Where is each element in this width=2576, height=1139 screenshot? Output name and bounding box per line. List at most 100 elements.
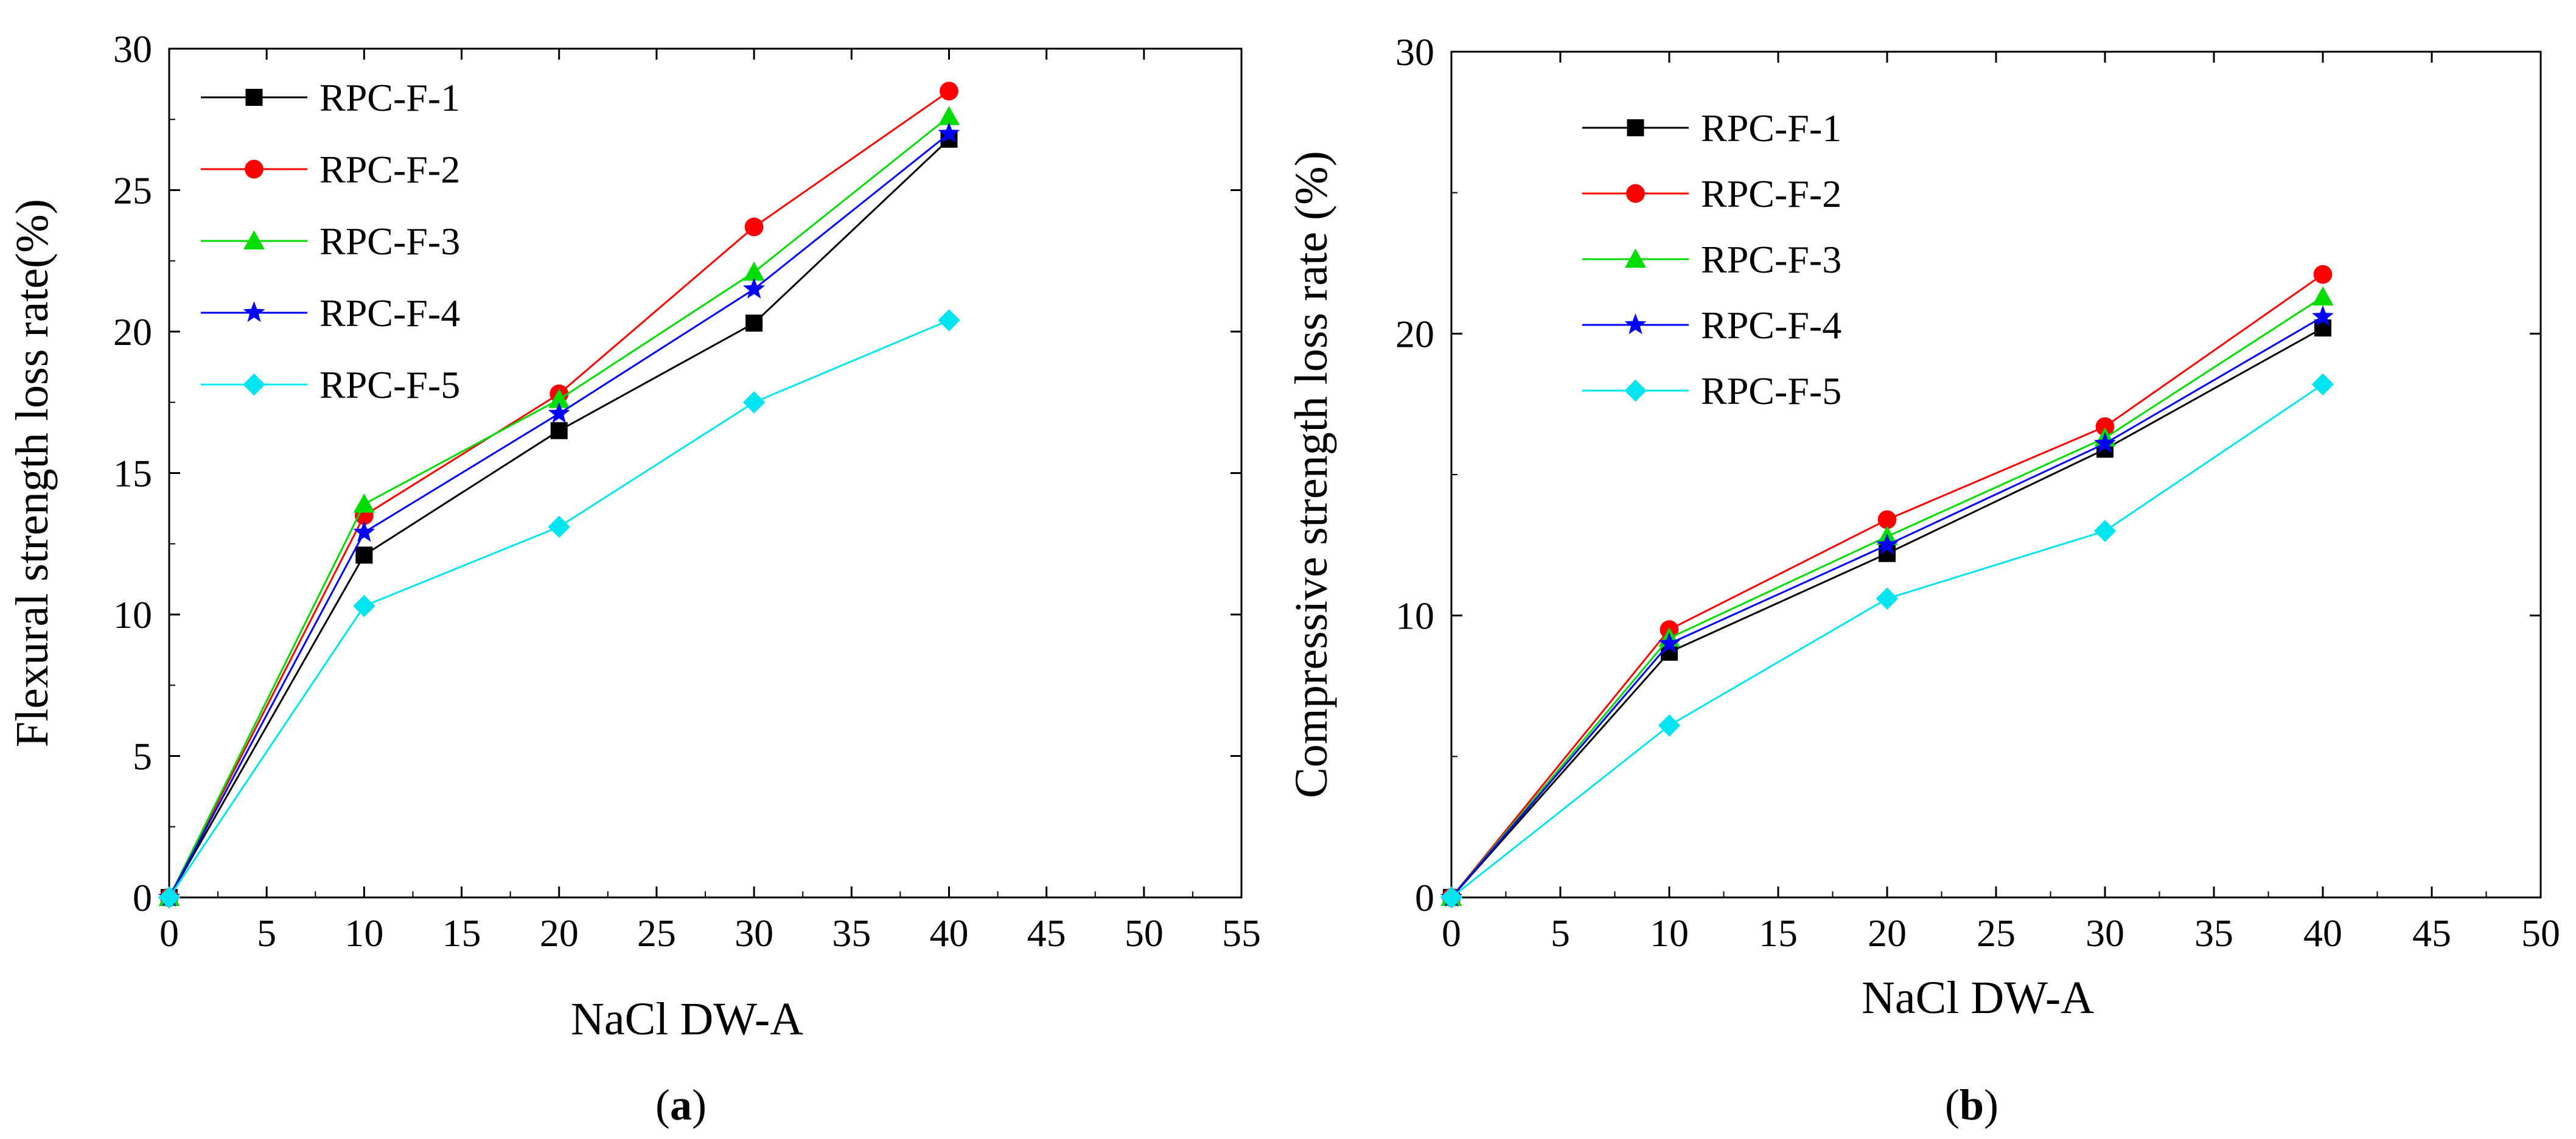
legend-marker: [1626, 184, 1645, 203]
data-point: [548, 402, 570, 423]
data-point: [2093, 520, 2117, 542]
data-point: [548, 515, 570, 538]
y-tick-label: 10: [1395, 594, 1434, 638]
y-tick-label: 15: [113, 452, 152, 495]
series-line: [1450, 273, 2323, 898]
x-tick-label: 20: [540, 911, 579, 955]
legend-label: RPC-F-3: [319, 220, 460, 263]
x-tick-label: 5: [257, 911, 276, 955]
y-axis-label: Flexural strength loss rate(%): [7, 199, 58, 747]
panel-letter: a: [670, 1081, 692, 1129]
legend-label: RPC-F-1: [1701, 106, 1841, 150]
y-tick-label: 20: [1395, 312, 1434, 355]
plot-frame: [1450, 51, 2542, 899]
series-rpc-f-5: [1440, 373, 2334, 909]
y-tick-label: 0: [1415, 876, 1434, 919]
legend: RPC-F-1 RPC-F-2 RPC-F-3 RPC-F-4 RPC-F-5: [1582, 106, 1841, 413]
legend-label: RPC-F-2: [319, 148, 460, 191]
data-point: [550, 422, 568, 439]
panel-paren: (: [1945, 1081, 1960, 1129]
legend-item: RPC-F-5: [201, 363, 460, 406]
y-tick-label: 0: [133, 876, 152, 919]
series-line: [1450, 327, 2323, 898]
panel-label: (b): [1945, 1081, 1998, 1129]
legend-item: RPC-F-2: [1582, 172, 1841, 215]
data-point: [2095, 417, 2115, 436]
data-point: [744, 217, 764, 237]
data-point: [1658, 632, 1680, 653]
legend-item: RPC-F-1: [201, 76, 460, 119]
legend-item: RPC-F-4: [201, 291, 460, 335]
series-rpc-f-4: [158, 122, 960, 907]
data-point: [353, 594, 375, 618]
data-point: [1440, 886, 1463, 909]
x-tick-label: 10: [344, 911, 383, 955]
data-point: [1876, 533, 1898, 555]
x-tick-label: 35: [832, 911, 871, 955]
series-line: [168, 133, 950, 898]
data-point: [2312, 305, 2334, 326]
panel-paren: ): [692, 1081, 707, 1129]
x-tick-label: 30: [2086, 911, 2124, 955]
legend-item: RPC-F-2: [201, 148, 460, 191]
legend-marker: [243, 301, 265, 322]
y-tick-label: 30: [1395, 30, 1434, 74]
y-axis-label: Compressive strength loss rate (%): [1286, 151, 1337, 798]
x-axis-label: NaCl DW-A: [571, 994, 803, 1045]
data-point: [743, 261, 765, 281]
data-point: [355, 546, 373, 564]
data-point: [742, 391, 766, 414]
data-point: [2313, 265, 2333, 284]
data-point: [938, 122, 960, 143]
legend-label: RPC-F-3: [1701, 238, 1841, 281]
x-tick-label: 20: [1868, 911, 1907, 955]
data-point: [353, 493, 375, 513]
series-line: [168, 90, 950, 898]
data-point: [2314, 319, 2331, 337]
legend-label: RPC-F-5: [319, 363, 460, 406]
legend-label: RPC-F-1: [319, 76, 460, 119]
legend-marker: [245, 159, 264, 179]
x-tick-label: 45: [2412, 911, 2451, 955]
data-point: [2094, 432, 2116, 453]
data-point: [1876, 587, 1899, 610]
data-point: [1877, 510, 1897, 529]
legend-marker: [245, 89, 263, 106]
x-tick-label: 40: [929, 911, 968, 955]
data-point: [1658, 714, 1681, 737]
data-point: [2311, 373, 2334, 395]
x-tick-label: 25: [637, 911, 676, 955]
legend-item: RPC-F-3: [1582, 238, 1841, 281]
data-point: [938, 309, 960, 332]
legend-item: RPC-F-3: [201, 220, 460, 263]
x-tick-label: 35: [2194, 911, 2233, 955]
x-tick-label: 15: [1759, 911, 1798, 955]
legend-item: RPC-F-1: [1582, 106, 1841, 150]
panel-label: (a): [655, 1081, 707, 1129]
x-tick-label: 25: [1977, 911, 2016, 955]
legend-marker: [243, 373, 265, 396]
x-tick-label: 15: [442, 911, 481, 955]
y-tick-label: 20: [113, 310, 152, 354]
legend-label: RPC-F-4: [319, 291, 460, 335]
series-rpc-f-3: [158, 106, 960, 906]
series-line: [1451, 383, 2323, 899]
x-tick-label: 5: [1551, 911, 1570, 955]
legend-label: RPC-F-2: [1701, 172, 1841, 215]
series-rpc-f-1: [1443, 319, 2331, 906]
series-rpc-f-5: [158, 309, 960, 909]
data-point: [745, 315, 763, 332]
y-tick-label: 25: [113, 169, 152, 212]
x-tick-label: 50: [1125, 911, 1164, 955]
data-point: [158, 886, 181, 909]
panel-paren: (: [655, 1081, 670, 1129]
panel-paren: ): [1984, 1081, 1998, 1129]
chart-a: 0 5 10 15 20 25 30 35 40 45 50 55 0 5 10 15 20 25 30 NaCl D…: [7, 27, 1261, 1129]
data-point: [938, 106, 960, 125]
x-tick-label: 45: [1027, 911, 1066, 955]
data-point: [743, 277, 766, 299]
chart-b: 0 5 10 15 20 25 30 35 40 45 50 0 10 20 30 NaCl DW-A Comp…: [1286, 30, 2560, 1129]
y-tick-label: 10: [113, 593, 152, 636]
data-point: [548, 389, 570, 408]
